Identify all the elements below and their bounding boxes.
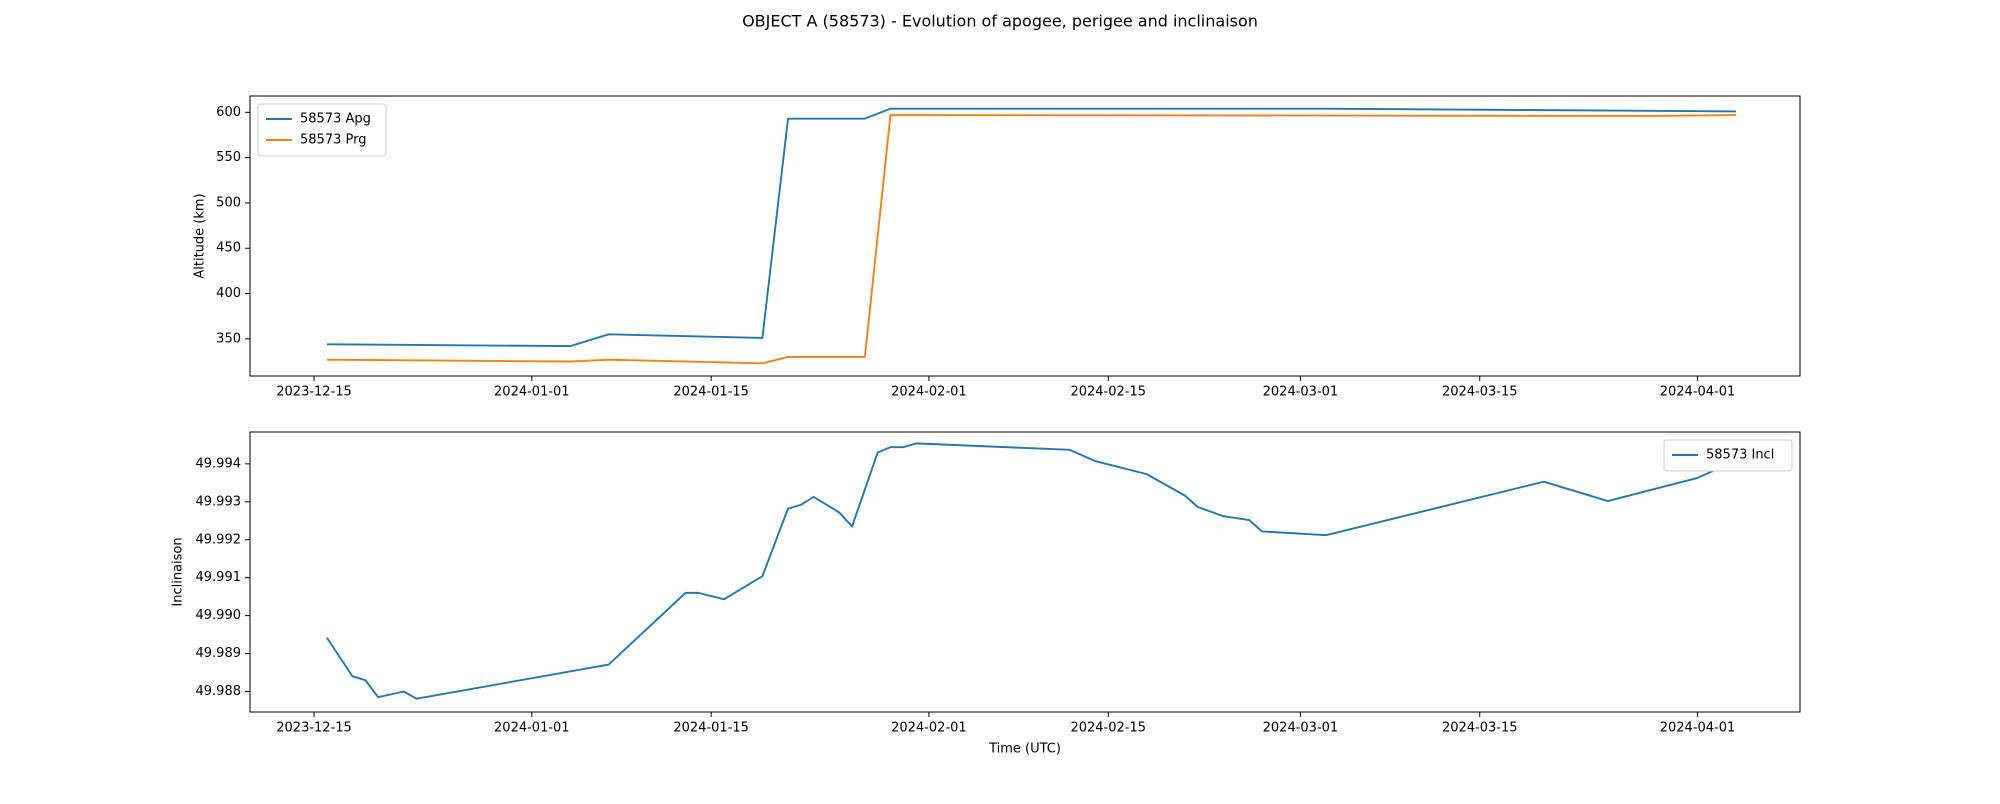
y-tick-label: 350 (216, 331, 241, 346)
x-tick-label: 2024-01-01 (494, 385, 570, 400)
y-tick-label: 49.989 (196, 646, 242, 661)
y-tick-label: 500 (216, 195, 241, 210)
axes-frame (249, 95, 1801, 377)
y-tick-label: 550 (216, 150, 241, 165)
legend-label: 58573 Prg (300, 133, 366, 148)
x-tick-label: 2023-12-15 (276, 721, 352, 736)
y-tick-label: 49.992 (196, 532, 242, 547)
x-tick-label: 2024-02-15 (1070, 721, 1146, 736)
legend-box (257, 103, 387, 157)
x-tick-label: 2024-03-15 (1442, 721, 1518, 736)
x-tick-label: 2024-01-15 (673, 721, 749, 736)
legend-box (1663, 439, 1793, 472)
x-tick-label: 2024-02-15 (1070, 385, 1146, 400)
y-tick-label: 49.990 (196, 608, 242, 623)
x-axis-label: Time (UTC) (988, 742, 1061, 757)
legend-label: 58573 Incl (1706, 448, 1774, 463)
y-tick-label: 450 (216, 241, 241, 256)
y-tick-label: 49.988 (196, 684, 242, 699)
x-tick-label: 2024-04-01 (1660, 385, 1736, 400)
series-line (326, 107, 1736, 348)
x-tick-label: 2024-01-01 (494, 721, 570, 736)
y-axis-label: Altitude (km) (193, 193, 208, 278)
y-tick-label: 600 (216, 105, 241, 120)
x-tick-label: 2024-04-01 (1660, 721, 1736, 736)
series-line (326, 442, 1737, 700)
x-tick-label: 2024-02-01 (891, 385, 967, 400)
y-tick-label: 49.991 (196, 570, 242, 585)
x-tick-label: 2024-03-01 (1263, 721, 1339, 736)
figure-title: OBJECT A (58573) - Evolution of apogee, … (742, 12, 1258, 31)
series-line (326, 114, 1736, 365)
y-tick-label: 49.994 (196, 456, 242, 471)
x-tick-label: 2024-03-01 (1263, 385, 1339, 400)
axes-frame (249, 431, 1801, 713)
legend-label: 58573 Apg (300, 112, 371, 127)
x-tick-label: 2023-12-15 (276, 385, 352, 400)
y-axis-label: Inclinaison (171, 537, 186, 606)
y-tick-label: 400 (216, 286, 241, 301)
x-tick-label: 2024-03-15 (1442, 385, 1518, 400)
x-tick-label: 2024-02-01 (891, 721, 967, 736)
y-tick-label: 49.993 (196, 494, 242, 509)
x-tick-label: 2024-01-15 (673, 385, 749, 400)
